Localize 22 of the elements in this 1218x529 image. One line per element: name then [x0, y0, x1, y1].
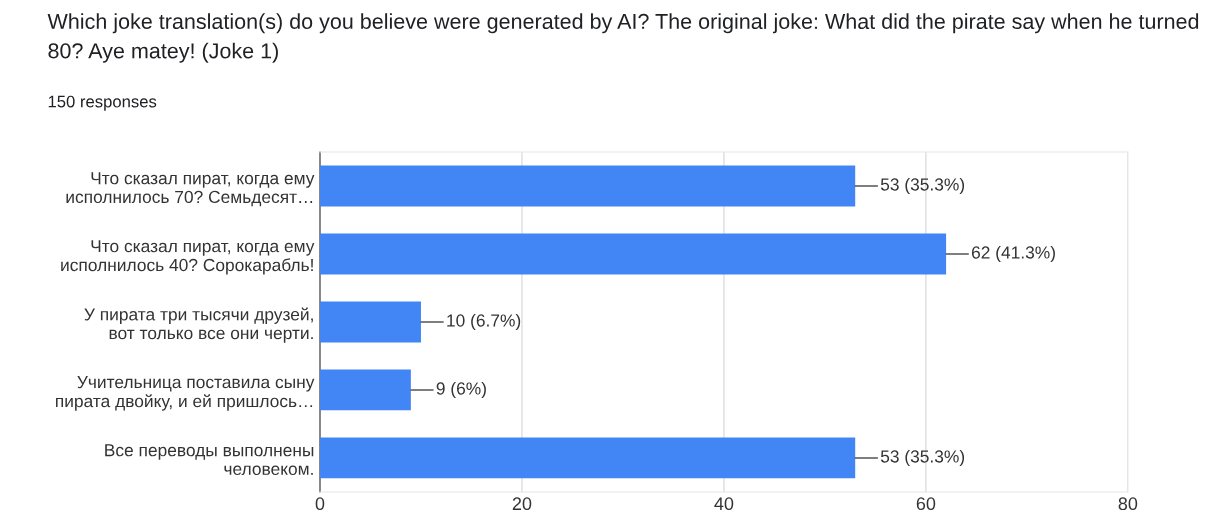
- bar: [319, 233, 947, 275]
- bar: [319, 301, 421, 343]
- y-tick-label: У пирата три тысячи друзей, вот только все они черти.: [84, 307, 313, 343]
- y-tick-label: Все переводы выполнены человеком.: [105, 444, 314, 476]
- y-tick-label: Что сказал пират, когда ему исполнилось 70? Семьдесят…: [66, 172, 315, 207]
- y-tick-label: Что сказал пират, когда ему исполнилось 40? Сорокарабль!: [61, 240, 315, 275]
- x-tick-label: 0: [315, 497, 325, 511]
- y-tick-label: Учительница поставила сыну пирата двойку, и ей пришлось…: [56, 376, 315, 411]
- bar: [319, 165, 856, 207]
- bar: [319, 369, 411, 411]
- x-tick-label: 60: [916, 497, 936, 511]
- bar: [319, 437, 856, 479]
- x-tick-label: 20: [512, 497, 532, 511]
- text: 150 responses: [48, 95, 157, 111]
- data-label: 53 (35.3%): [880, 177, 965, 195]
- chart-title: Which joke translation(s) do you believe were generated by AI? The original joke: What did the pirate say when he turned 80? Aye matey! (Joke 1): [47, 13, 1199, 63]
- data-label: 53 (35.3%): [880, 449, 965, 467]
- x-tick-label: 80: [1118, 497, 1138, 511]
- x-tick-label: 40: [714, 497, 734, 511]
- data-label: 9 (6%): [436, 381, 486, 399]
- data-label: 10 (6.7%): [447, 313, 521, 331]
- data-label: 62 (41.3%): [971, 245, 1055, 263]
